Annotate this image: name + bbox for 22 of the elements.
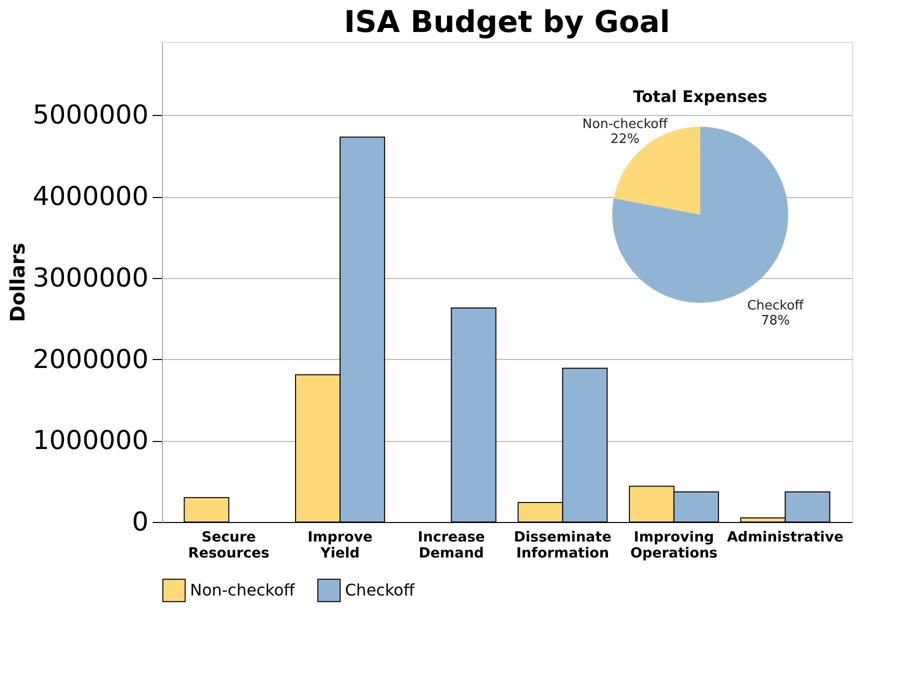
legend-label: Non-checkoff [190, 580, 296, 600]
data-label: 22% [610, 132, 640, 147]
y-tick-label: 5000000 [32, 100, 148, 131]
legend-label: Checkoff [345, 580, 416, 600]
x-tick-label: Secure Resources [188, 530, 270, 562]
y-tick-label: 4000000 [32, 182, 148, 212]
y-tick-label: 3000000 [32, 263, 148, 294]
y-axis-title: Dollars [6, 242, 30, 322]
data-label: 78% [760, 314, 790, 329]
y-tick-label: 1000000 [32, 426, 148, 456]
x-tick-label: Increase Demand [418, 530, 485, 562]
x-tick-label: Disseminate Information [514, 530, 612, 562]
slice-label: Checkoff [747, 298, 805, 314]
slice-label: Non-checkoff [582, 116, 669, 132]
chart-title: ISA Budget by Goal [344, 5, 670, 40]
x-tick-label: Improve Yield [308, 530, 373, 562]
y-tick-label: 2000000 [32, 344, 148, 375]
y-tick-label: 0 [132, 508, 148, 538]
x-tick-label: Administrative [726, 530, 844, 546]
x-tick-label: Improving Operations [630, 530, 718, 562]
pie-slice [614, 126, 700, 215]
chart-title: Total Expenses [633, 86, 768, 106]
